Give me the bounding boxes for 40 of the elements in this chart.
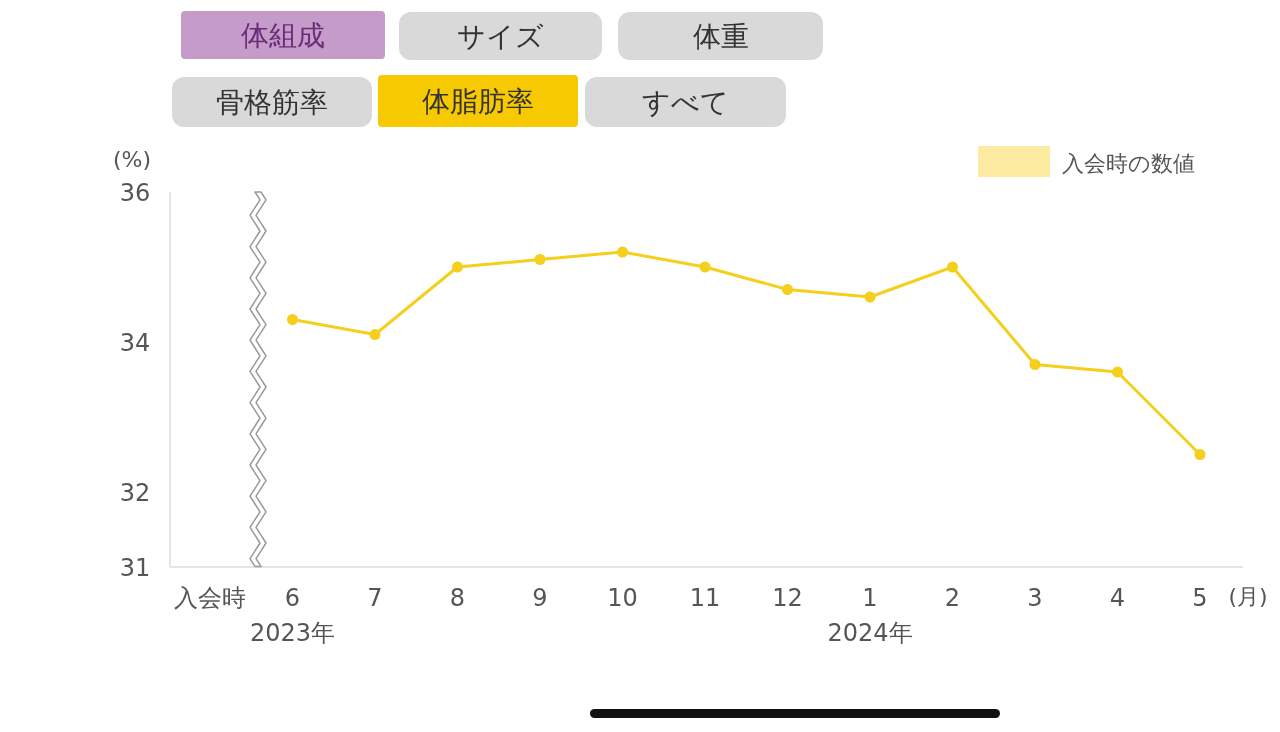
tab-button: 体重 [618,12,823,60]
x-tick-label: 5 [1192,584,1208,612]
point [287,314,298,325]
y-tick-label: 31 [119,554,151,582]
legend-label: 入会時の数値 [1062,151,1195,176]
x-tick-label: 3 [1027,584,1043,612]
x-tick-label: 10 [607,584,638,612]
tab-button: 体組成 [181,11,385,59]
tab-button: サイズ [399,12,602,60]
x-tick-label: 1 [862,584,878,612]
x-tick-label: 2 [944,584,961,612]
x-tick-label: 6 [284,584,301,612]
point [534,254,546,265]
point [1112,366,1123,378]
x-tick-label: 4 [1109,584,1126,612]
y-tick-label: 36 [119,179,151,207]
x-axis-title: (月) [1228,584,1268,609]
y-axis-title: (%) [112,147,152,172]
point [1029,359,1041,370]
x-tick-label: 9 [532,584,548,612]
x-tick-label: 11 [689,584,721,612]
x-tick-label: 7 [367,584,383,612]
x-tick-label: 8 [449,584,466,612]
x-tick-label: 12 [772,584,803,612]
point [699,261,711,273]
point [947,261,958,273]
x-tick-label: 入会時 [174,584,246,612]
text: 2024年 [827,619,913,647]
tab-button: 体脂肪率 [378,75,578,127]
tab-button: 骨格筋率 [172,77,372,127]
text: 2023年 [249,619,336,647]
tab-button: すべて [585,77,786,127]
point [1194,449,1206,460]
y-tick-label: 32 [119,479,151,507]
point [369,329,381,340]
point [617,246,628,258]
point [452,261,463,273]
y-tick-label: 34 [119,329,151,357]
point [864,291,876,303]
point [782,284,793,295]
